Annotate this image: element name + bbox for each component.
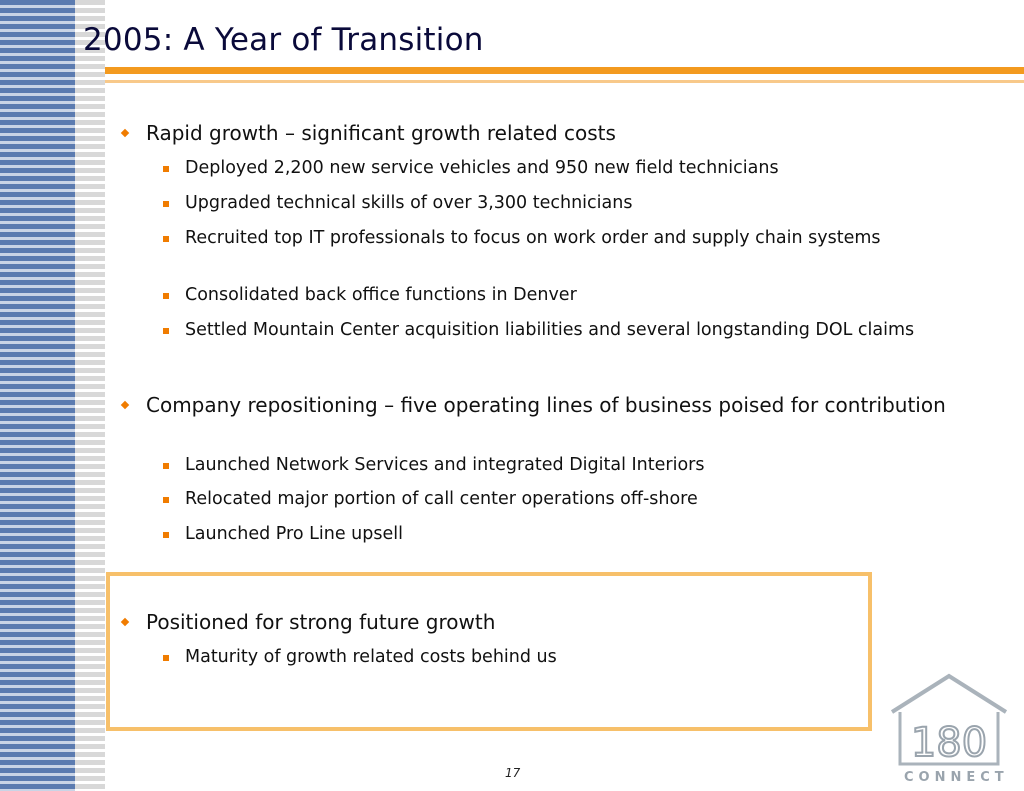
- list-item: Recruited top IT professionals to focus …: [185, 228, 881, 248]
- section-heading: Positioned for strong future growth: [146, 610, 496, 634]
- square-bullet-icon: [163, 201, 169, 207]
- square-bullet-icon: [163, 293, 169, 299]
- section-heading: Rapid growth – significant growth relate…: [146, 121, 616, 145]
- diamond-bullet-icon: [120, 617, 130, 627]
- diamond-bullet-icon: [120, 128, 130, 138]
- list-item: Relocated major portion of call center o…: [185, 489, 698, 509]
- logo-number: 180: [911, 720, 987, 766]
- diamond-bullet-icon: [120, 400, 130, 410]
- list-item: Maturity of growth related costs behind …: [185, 647, 557, 667]
- square-bullet-icon: [163, 532, 169, 538]
- highlight-box: [106, 572, 872, 731]
- section-heading: Company repositioning – five operating l…: [146, 393, 946, 417]
- list-item: Consolidated back office functions in De…: [185, 285, 577, 305]
- square-bullet-icon: [163, 166, 169, 172]
- title-underline-thin: [105, 80, 1024, 83]
- left-decorative-stripes: [0, 0, 75, 791]
- slide-title: 2005: A Year of Transition: [83, 22, 484, 58]
- left-grey-stripes: [75, 0, 105, 791]
- house-logo-icon: 180: [890, 673, 1008, 767]
- list-item: Upgraded technical skills of over 3,300 …: [185, 193, 633, 213]
- list-item: Launched Network Services and integrated…: [185, 455, 705, 475]
- square-bullet-icon: [163, 236, 169, 242]
- title-underline: [105, 67, 1024, 74]
- list-item: Deployed 2,200 new service vehicles and …: [185, 158, 779, 178]
- list-item: Settled Mountain Center acquisition liab…: [185, 320, 915, 340]
- square-bullet-icon: [163, 463, 169, 469]
- square-bullet-icon: [163, 328, 169, 334]
- page-number: 17: [505, 766, 521, 780]
- logo-wordmark: CONNECT: [904, 770, 1009, 785]
- square-bullet-icon: [163, 655, 169, 661]
- list-item: Launched Pro Line upsell: [185, 524, 403, 544]
- square-bullet-icon: [163, 497, 169, 503]
